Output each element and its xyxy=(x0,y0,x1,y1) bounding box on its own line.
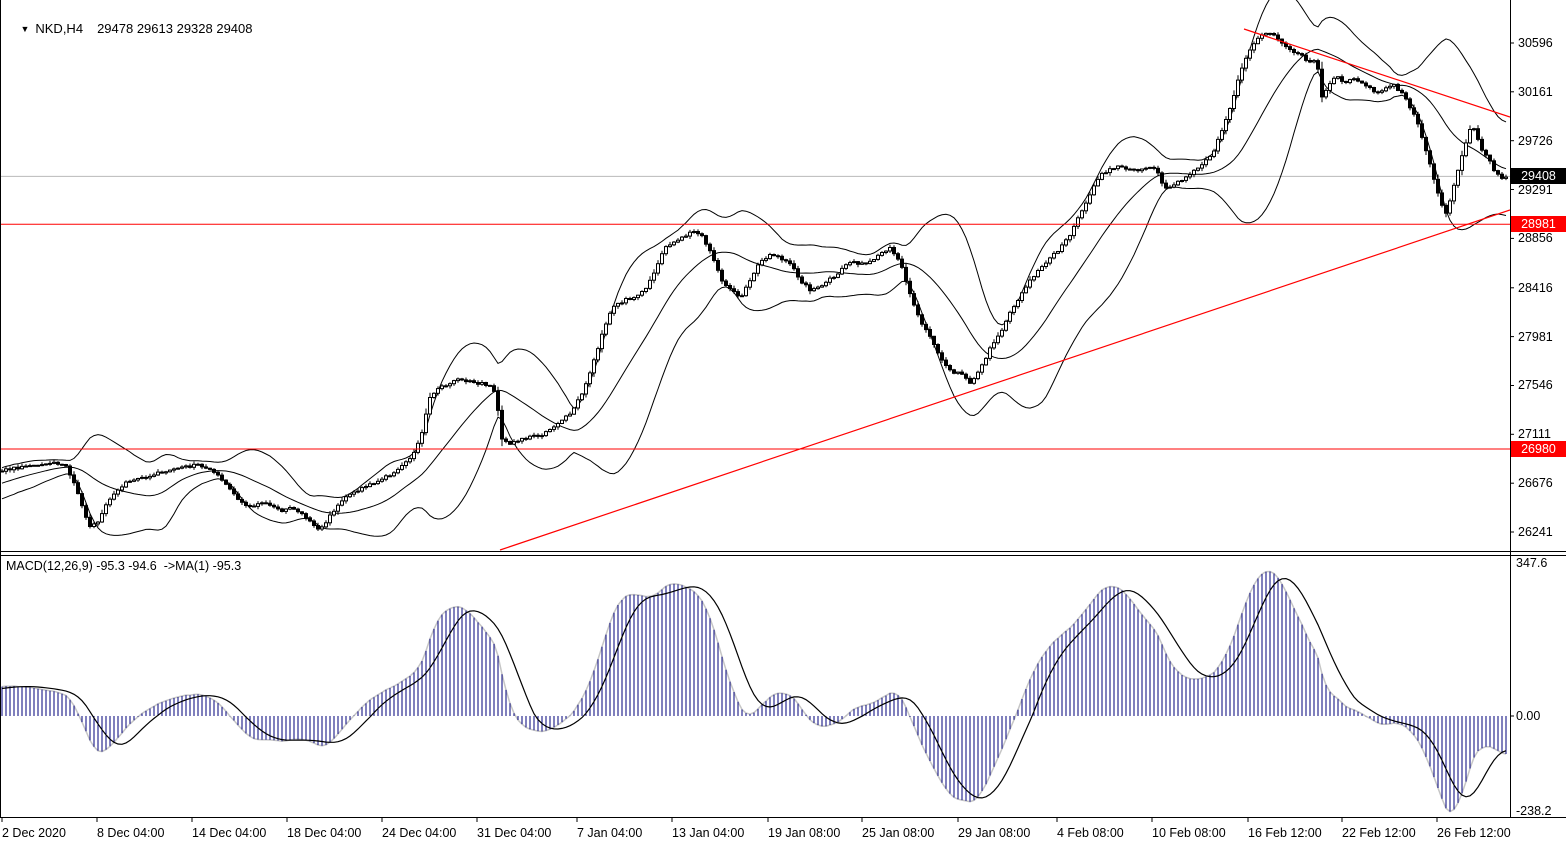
time-axis-label: 18 Dec 04:00 xyxy=(287,826,362,840)
time-axis-label: 19 Jan 08:00 xyxy=(768,826,841,840)
price-axis-label: 26676 xyxy=(1518,476,1553,491)
price-axis-label: 27111 xyxy=(1518,427,1551,442)
price-axis-label: 28416 xyxy=(1518,280,1553,295)
time-axis-label: 2 Dec 2020 xyxy=(2,826,66,840)
bollinger-band-l xyxy=(1,71,1507,537)
trend-line-ascending-support[interactable] xyxy=(499,209,1510,551)
time-axis-label: 22 Feb 12:00 xyxy=(1342,826,1416,840)
collapse-objects-icon[interactable]: ▼ xyxy=(20,24,30,34)
time-axis-label: 31 Dec 04:00 xyxy=(477,826,552,840)
time-axis-label: 10 Feb 08:00 xyxy=(1152,826,1226,840)
macd-indicator-label: MACD(12,26,9) -95.3 -94.6 ->MA(1) -95.3 xyxy=(6,559,242,573)
time-axis-label: 25 Jan 08:00 xyxy=(862,826,935,840)
time-axis-label: 13 Jan 04:00 xyxy=(672,826,745,840)
candle-wicks xyxy=(1,32,1507,531)
main-price-panel[interactable] xyxy=(0,0,1510,551)
time-axis-label: 24 Dec 04:00 xyxy=(382,826,457,840)
current-price-box: 29408 xyxy=(1511,168,1566,185)
macd-axis-label: 347.6 xyxy=(1516,556,1548,570)
bull-candles xyxy=(4,32,1508,530)
chart-title: ▼ NKD,H4 29478 29613 29328 29408 xyxy=(6,6,253,51)
time-axis-label: 16 Feb 12:00 xyxy=(1248,826,1322,840)
macd-axis-label: 0.00 xyxy=(1516,709,1541,723)
panel-borders xyxy=(0,0,1566,818)
trend-line-descending-resistance[interactable] xyxy=(1243,28,1510,118)
time-axis-label: 7 Jan 04:00 xyxy=(577,826,643,840)
macd-axis-label: -238.2 xyxy=(1516,804,1552,818)
resistance-level-box: 28981 xyxy=(1511,216,1566,233)
macd-signal-line xyxy=(1,577,1507,799)
price-axis-label: 30161 xyxy=(1518,84,1553,99)
bollinger-band-u xyxy=(1,0,1507,499)
support-level-box: 26980 xyxy=(1511,441,1566,458)
price-axis-label: 29726 xyxy=(1518,133,1553,148)
time-axis-label: 8 Dec 04:00 xyxy=(97,826,165,840)
price-axis-label: 28856 xyxy=(1518,231,1553,246)
price-axis-label: 30596 xyxy=(1518,36,1553,50)
symbol-period-label: NKD,H4 xyxy=(35,21,84,36)
time-axis-label: 14 Dec 04:00 xyxy=(192,826,267,840)
time-axis-label: 4 Feb 08:00 xyxy=(1057,826,1124,840)
bear-candles xyxy=(0,32,1504,530)
macd-panel[interactable] xyxy=(1,570,1507,813)
macd-envelope xyxy=(1,570,1507,813)
macd-histogram xyxy=(1,571,1507,812)
ohlc-values: 29478 29613 29328 29408 xyxy=(97,21,253,36)
price-axis-label: 29291 xyxy=(1518,182,1553,197)
axis-tick-marks xyxy=(1,42,1514,822)
price-axis-label: 27981 xyxy=(1518,329,1553,344)
bollinger-band-m xyxy=(1,48,1507,514)
time-axis-label: 29 Jan 08:00 xyxy=(958,826,1031,840)
time-axis-label: 26 Feb 12:00 xyxy=(1437,826,1511,840)
price-axis-label: 26241 xyxy=(1518,525,1553,539)
price-axis-label: 27546 xyxy=(1518,378,1553,393)
